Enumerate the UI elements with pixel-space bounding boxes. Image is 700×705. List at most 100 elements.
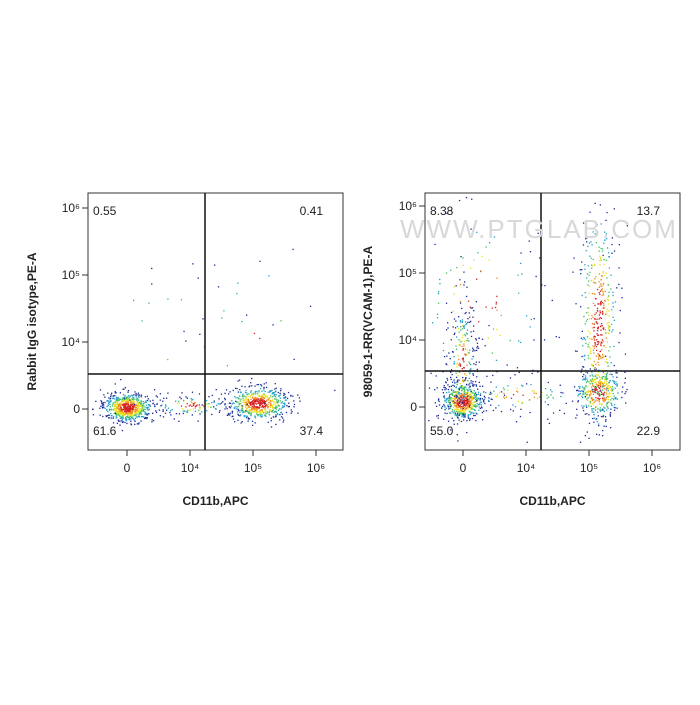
- event-dot: [602, 284, 604, 286]
- event-dot: [605, 404, 608, 406]
- x-tick-label: 10⁴: [181, 461, 200, 475]
- event-dot: [241, 421, 243, 423]
- event-dot: [113, 405, 115, 408]
- event-dot: [105, 415, 107, 417]
- event-dot: [164, 412, 167, 414]
- event-dot: [461, 387, 463, 389]
- event-dot: [246, 402, 249, 404]
- event-dot: [277, 391, 279, 394]
- event-dot: [521, 384, 523, 387]
- event-dot: [514, 406, 517, 408]
- event-dot: [239, 411, 241, 413]
- event-dot: [601, 393, 603, 395]
- event-dot: [467, 389, 469, 391]
- event-dot: [449, 358, 451, 360]
- event-dot: [127, 411, 129, 413]
- event-dot: [205, 403, 207, 405]
- event-dot: [253, 332, 256, 335]
- event-dot: [456, 423, 459, 425]
- event-dot: [616, 383, 618, 385]
- event-dot: [253, 399, 255, 402]
- event-dot: [588, 390, 590, 392]
- event-dot: [619, 309, 621, 312]
- event-dot: [455, 404, 457, 407]
- event-dot: [436, 317, 439, 319]
- event-dot: [261, 398, 263, 400]
- event-dot: [137, 407, 140, 409]
- event-dot: [490, 404, 492, 406]
- event-dot: [142, 403, 144, 405]
- event-dot: [598, 371, 600, 373]
- event-dot: [462, 401, 464, 403]
- event-dot: [603, 392, 605, 394]
- event-dot: [467, 400, 470, 402]
- event-dot: [476, 398, 478, 400]
- event-dot: [495, 386, 497, 388]
- event-dot: [128, 399, 130, 401]
- event-dot: [299, 400, 301, 402]
- event-dot: [468, 312, 470, 314]
- event-dot: [250, 394, 252, 397]
- event-dot: [585, 250, 587, 252]
- event-dot: [228, 393, 230, 395]
- event-dot: [608, 392, 611, 394]
- event-dot: [453, 379, 455, 381]
- event-dot: [604, 239, 606, 241]
- event-dot: [469, 369, 471, 371]
- event-dot: [460, 396, 462, 398]
- event-dot: [167, 298, 169, 300]
- event-dot: [606, 402, 608, 404]
- event-dot: [592, 327, 594, 329]
- event-dot: [242, 395, 244, 397]
- event-dot: [454, 332, 456, 334]
- event-dot: [262, 405, 264, 407]
- event-dot: [587, 393, 589, 396]
- event-dot: [472, 385, 474, 387]
- event-dot: [477, 345, 479, 347]
- event-dot: [261, 397, 263, 399]
- event-dot: [606, 332, 608, 334]
- event-dot: [599, 259, 601, 262]
- event-dot: [252, 394, 254, 396]
- event-dot: [591, 398, 594, 401]
- event-dot: [147, 399, 149, 402]
- event-dot: [161, 404, 163, 406]
- event-dot: [273, 401, 275, 403]
- event-dot: [449, 406, 451, 408]
- event-dot: [142, 401, 144, 403]
- event-dot: [165, 405, 167, 407]
- event-dot: [115, 405, 118, 407]
- event-dot: [473, 384, 475, 386]
- event-dot: [592, 349, 595, 351]
- event-dot: [467, 401, 469, 403]
- event-dot: [469, 362, 471, 365]
- event-dot: [581, 386, 583, 388]
- event-dot: [116, 422, 118, 424]
- event-dot: [580, 337, 582, 339]
- event-dot: [121, 421, 123, 424]
- event-dot: [253, 407, 255, 409]
- event-dot: [582, 409, 585, 412]
- event-dot: [592, 265, 594, 267]
- event-dot: [621, 396, 623, 399]
- event-dot: [600, 259, 602, 262]
- event-dot: [589, 375, 591, 377]
- event-dot: [590, 397, 592, 400]
- event-dot: [471, 411, 473, 414]
- event-dot: [269, 400, 272, 402]
- event-dot: [447, 322, 449, 324]
- event-dot: [591, 314, 593, 317]
- event-dot: [467, 395, 469, 397]
- event-dot: [122, 415, 124, 417]
- event-dot: [470, 412, 473, 414]
- event-dot: [586, 277, 588, 279]
- event-dot: [616, 398, 619, 400]
- event-dot: [143, 403, 145, 405]
- event-dot: [580, 306, 582, 308]
- event-dot: [483, 391, 485, 393]
- event-dot: [438, 400, 440, 403]
- event-dot: [469, 371, 471, 373]
- event-dot: [601, 302, 604, 304]
- event-dot: [453, 410, 455, 412]
- event-dot: [102, 407, 104, 409]
